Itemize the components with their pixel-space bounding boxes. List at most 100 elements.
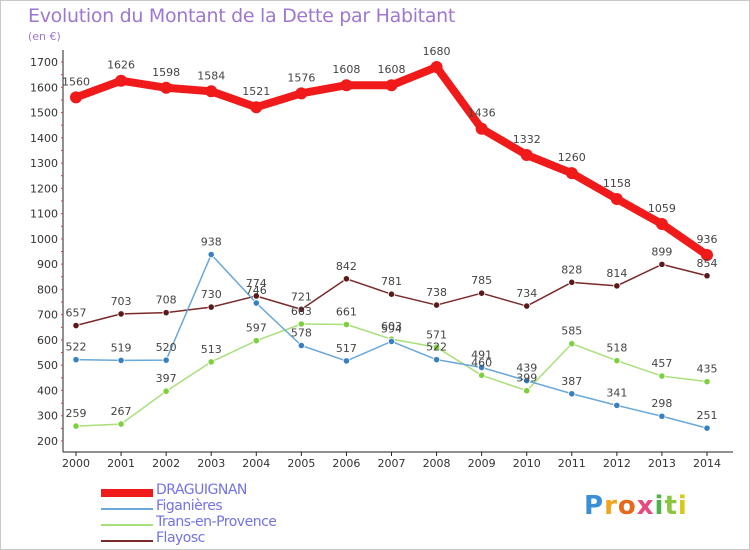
data-label-draguignan: 1608 (378, 63, 406, 76)
data-label-flayosc: 657 (66, 307, 87, 320)
x-tick-label: 2013 (648, 457, 676, 470)
data-label-trans-en-provence: 513 (201, 343, 222, 356)
data-label-draguignan: 1260 (558, 151, 586, 164)
data-point-figani-res (207, 250, 215, 259)
data-point-figani-res (523, 377, 531, 385)
data-label-flayosc: 785 (471, 274, 492, 287)
data-label-trans-en-provence: 518 (606, 342, 627, 355)
data-point-flayosc (387, 290, 396, 298)
logo-letter: r (604, 491, 618, 521)
data-point-figani-res (342, 357, 351, 365)
data-label-trans-en-provence: 585 (561, 325, 582, 338)
data-label-trans-en-provence: 457 (651, 357, 672, 370)
data-label-trans-en-provence: 399 (516, 372, 537, 385)
data-point-flayosc (432, 301, 441, 309)
data-point-figani-res (568, 390, 576, 398)
data-point-trans-en-provence (478, 371, 486, 379)
data-label-figani-res: 387 (561, 375, 582, 388)
logo-letter: t (664, 491, 678, 521)
data-label-trans-en-provence: 663 (291, 305, 312, 318)
x-tick-label: 2009 (468, 457, 496, 470)
data-point-draguignan (295, 87, 308, 100)
y-tick-label: 200 (37, 435, 58, 448)
data-label-trans-en-provence: 460 (471, 356, 492, 369)
data-point-figani-res (162, 356, 170, 364)
data-point-draguignan (520, 148, 533, 161)
data-label-figani-res: 341 (606, 386, 627, 399)
data-label-figani-res: 746 (246, 284, 267, 297)
y-tick-label: 1300 (30, 157, 58, 170)
y-tick-label: 1500 (30, 107, 58, 120)
data-label-trans-en-provence: 259 (66, 407, 87, 420)
legend-label: DRAGUIGNAN (156, 482, 247, 498)
data-label-flayosc: 734 (516, 287, 537, 300)
data-point-figani-res (387, 337, 396, 346)
data-label-flayosc: 854 (697, 257, 718, 270)
data-point-flayosc (568, 278, 576, 286)
data-point-flayosc (703, 272, 711, 280)
data-label-trans-en-provence: 435 (697, 363, 718, 376)
x-tick-label: 2002 (152, 457, 180, 470)
data-label-figani-res: 578 (291, 326, 312, 339)
y-tick-label: 1200 (30, 182, 58, 195)
data-label-draguignan: 1680 (423, 45, 451, 58)
data-point-flayosc (117, 310, 125, 318)
data-point-trans-en-provence (342, 320, 351, 329)
data-label-trans-en-provence: 661 (336, 306, 357, 319)
x-tick-label: 2005 (287, 457, 315, 470)
y-tick-label: 1100 (30, 208, 58, 221)
legend-swatch (101, 540, 153, 542)
data-point-trans-en-provence (568, 340, 576, 348)
data-label-figani-res: 938 (201, 236, 222, 249)
data-label-figani-res: 298 (651, 397, 672, 410)
data-label-flayosc: 703 (111, 295, 132, 308)
data-label-figani-res: 520 (156, 341, 177, 354)
y-tick-label: 700 (37, 309, 58, 322)
data-label-trans-en-provence: 571 (426, 328, 447, 341)
data-label-figani-res: 491 (471, 348, 492, 361)
data-point-draguignan (70, 91, 82, 104)
logo-letter: o (617, 491, 637, 521)
legend-swatch (101, 508, 153, 510)
data-label-draguignan: 1626 (107, 59, 135, 72)
data-label-draguignan: 1059 (648, 202, 676, 215)
data-point-trans-en-provence (523, 387, 531, 395)
data-label-flayosc: 730 (201, 288, 222, 301)
y-tick-label: 900 (37, 258, 58, 271)
data-label-flayosc: 774 (246, 277, 267, 290)
data-point-draguignan (160, 81, 173, 94)
logo-letter: x (636, 491, 655, 521)
data-point-flayosc (162, 309, 170, 317)
data-point-trans-en-provence (252, 337, 260, 345)
data-label-trans-en-provence: 603 (381, 320, 402, 333)
y-tick-label: 300 (37, 410, 58, 423)
y-tick-label: 1600 (30, 81, 58, 94)
data-point-draguignan (205, 85, 218, 98)
chart-subtitle: (en €) (28, 30, 61, 43)
data-label-flayosc: 814 (606, 267, 627, 280)
x-tick-label: 2000 (62, 457, 90, 470)
legend-label: Flayosc (156, 530, 205, 546)
y-tick-label: 600 (37, 334, 58, 347)
proxiti-logo: Proxiti (584, 491, 688, 521)
data-point-trans-en-provence (613, 357, 621, 365)
data-point-flayosc (613, 282, 621, 290)
data-point-figani-res (117, 356, 125, 364)
legend-label: Figanières (156, 498, 223, 514)
logo-letter: i (654, 491, 665, 521)
y-tick-label: 1000 (30, 233, 58, 246)
data-point-trans-en-provence (432, 343, 441, 351)
data-point-trans-en-provence (658, 372, 666, 380)
y-tick-label: 1400 (30, 132, 58, 145)
data-point-draguignan (655, 217, 668, 230)
data-point-figani-res (478, 363, 486, 372)
y-tick-label: 1700 (30, 56, 58, 69)
data-point-flayosc (72, 321, 80, 330)
data-label-flayosc: 842 (336, 260, 357, 273)
data-point-trans-en-provence (703, 378, 711, 386)
x-tick-label: 2014 (693, 457, 721, 470)
data-point-draguignan (250, 101, 263, 114)
data-point-flayosc (478, 289, 486, 297)
